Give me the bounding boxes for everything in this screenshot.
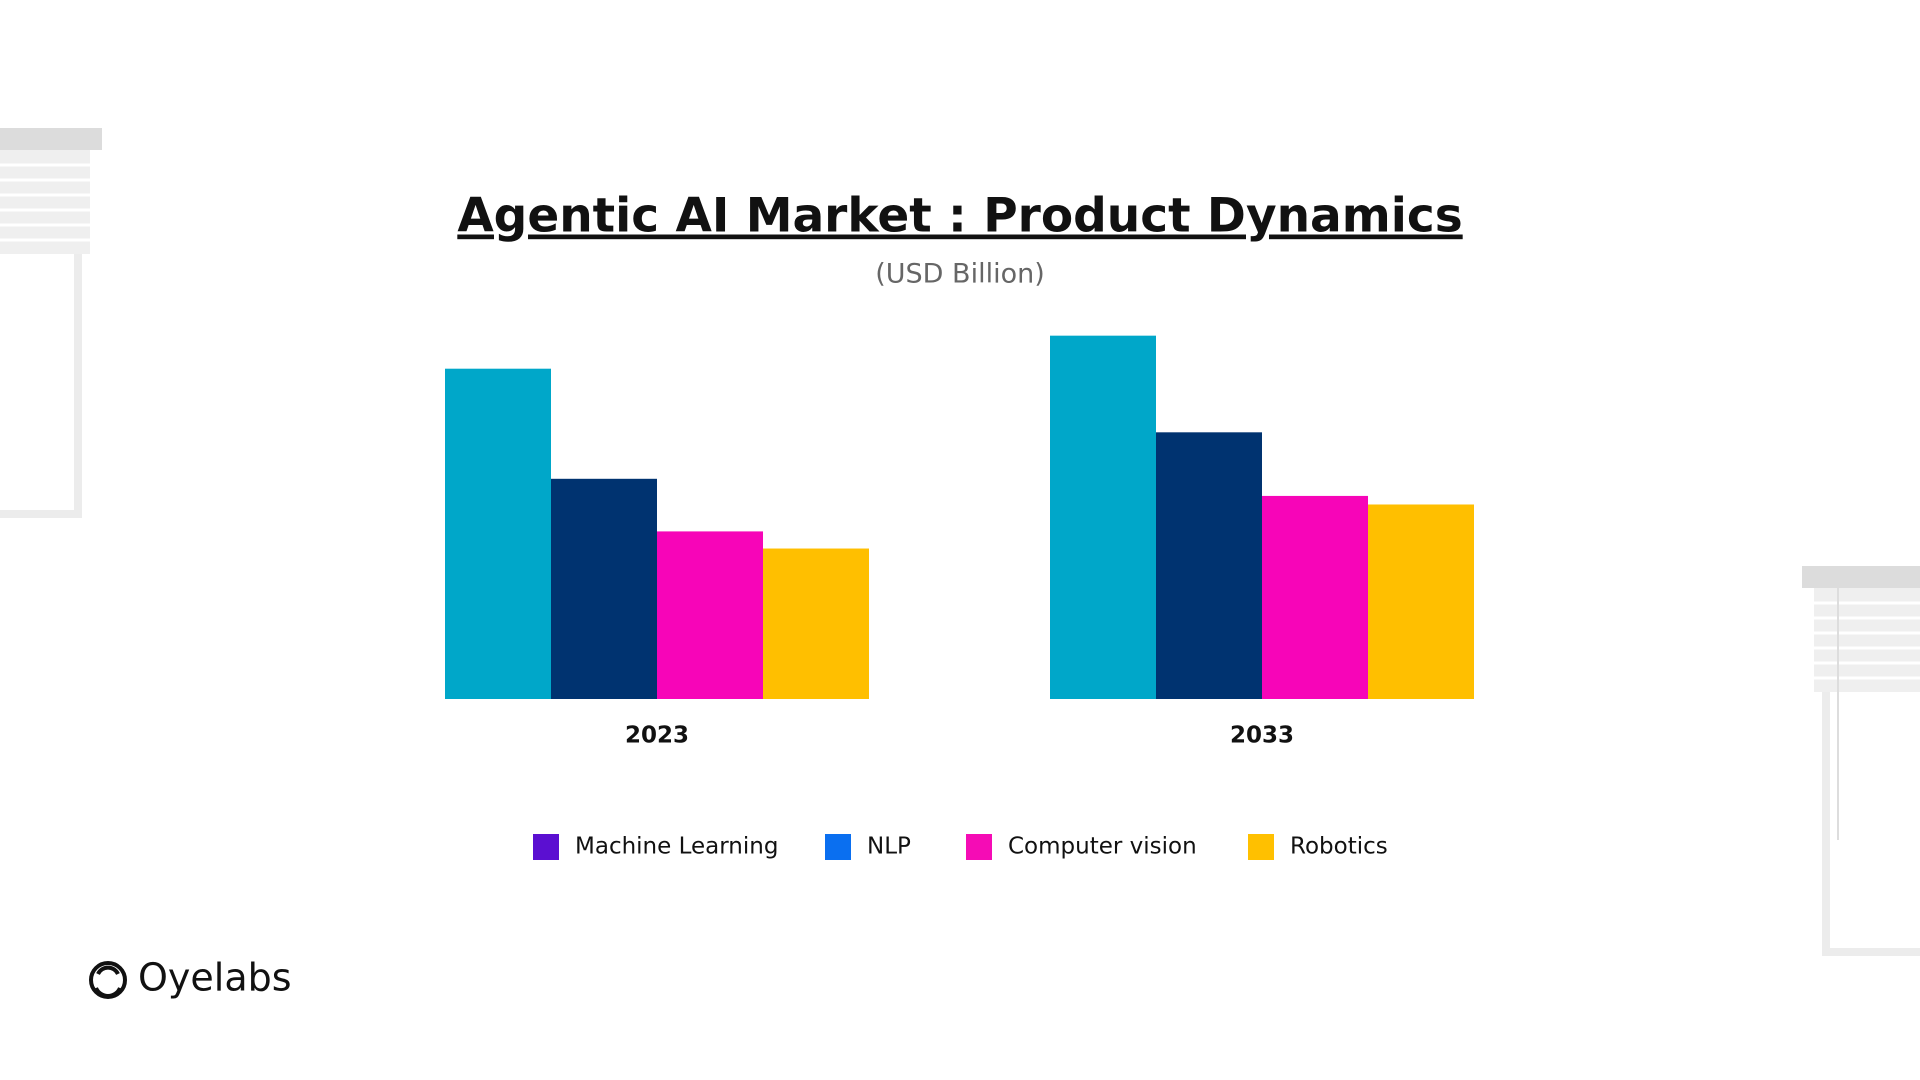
bar bbox=[445, 368, 551, 699]
bar bbox=[1262, 495, 1368, 699]
x-tick-label: 2033 bbox=[1230, 723, 1294, 749]
legend-swatch bbox=[1248, 834, 1274, 860]
bar bbox=[551, 478, 657, 699]
chart-title: Agentic AI Market : Product Dynamics bbox=[457, 189, 1462, 244]
legend-label: Computer vision bbox=[1008, 834, 1197, 860]
bar bbox=[657, 531, 763, 699]
decor-right-blind bbox=[1802, 566, 1920, 956]
bar bbox=[1050, 335, 1156, 699]
x-tick-label: 2023 bbox=[625, 723, 689, 749]
brand-name: Oyelabs bbox=[138, 956, 292, 1000]
decor-left-blind bbox=[0, 128, 102, 518]
legend-swatch bbox=[533, 834, 559, 860]
legend-swatch bbox=[966, 834, 992, 860]
legend-label: NLP bbox=[867, 834, 911, 860]
bar bbox=[1156, 432, 1262, 699]
legend-swatch bbox=[825, 834, 851, 860]
bar bbox=[763, 548, 869, 699]
legend-label: Machine Learning bbox=[575, 834, 778, 860]
chart-subtitle: (USD Billion) bbox=[875, 259, 1045, 290]
legend-label: Robotics bbox=[1290, 834, 1388, 860]
logo: Oyelabs bbox=[89, 956, 292, 1000]
bar bbox=[1368, 504, 1474, 699]
